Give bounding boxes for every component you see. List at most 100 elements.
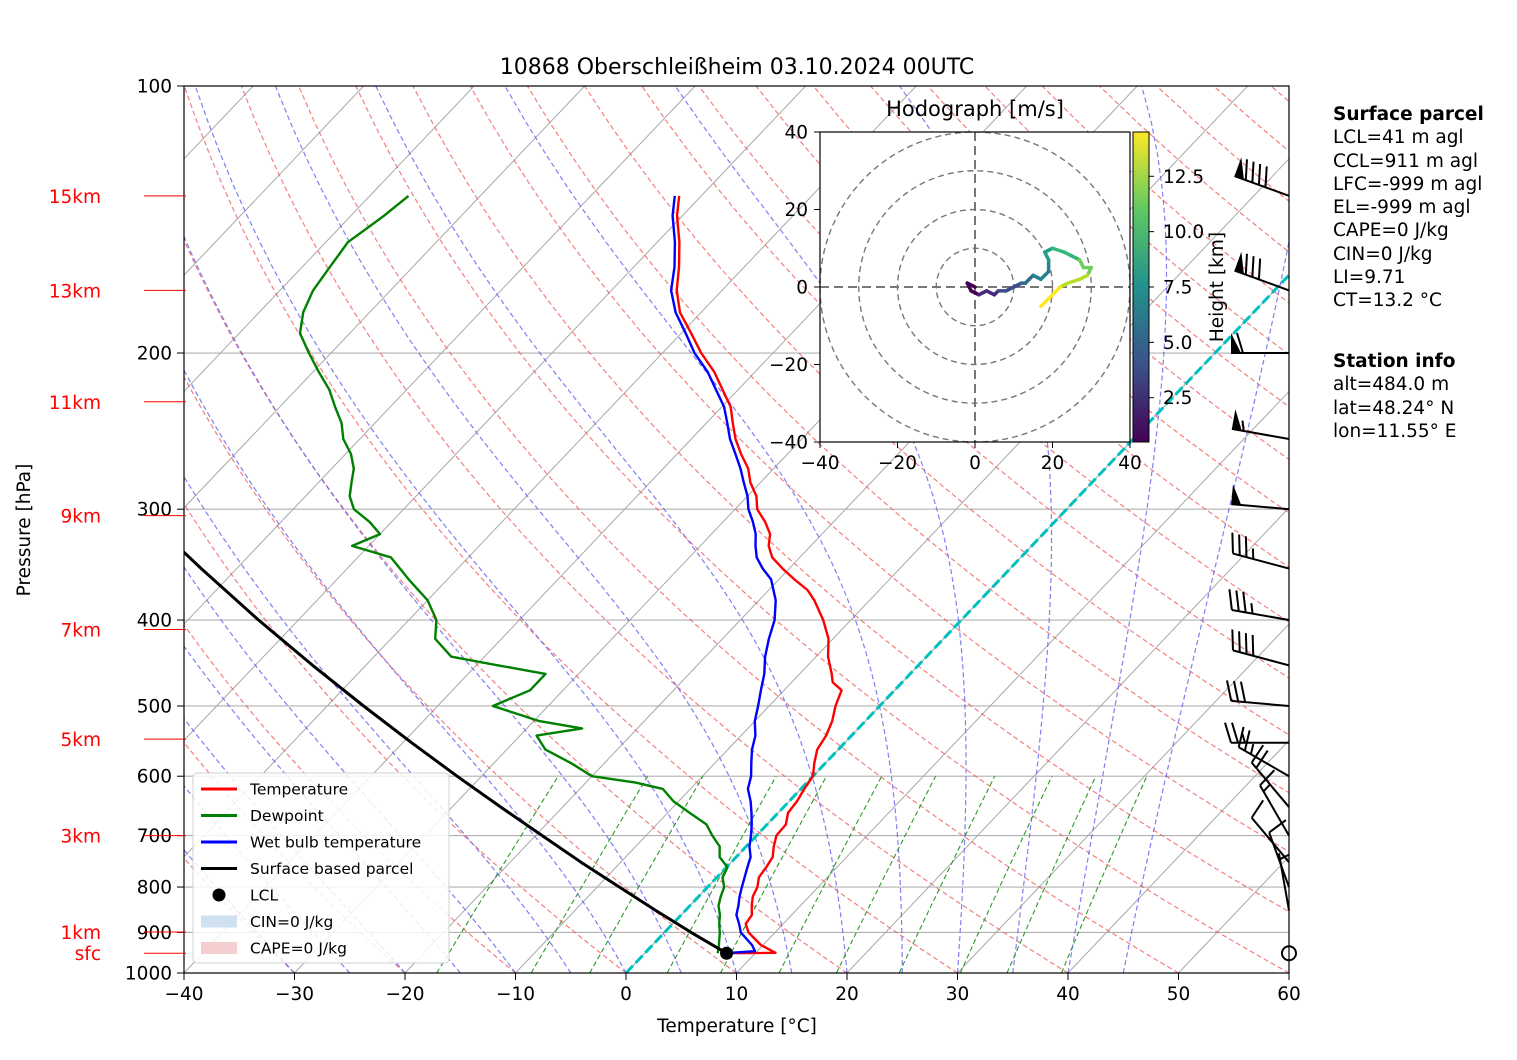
hodograph: Hodograph [m/s] −40−40 −20 −20 0 0 20 20 40 40 2.5… <box>769 97 1228 474</box>
legend-label: CAPE=0 J/kg <box>250 940 347 958</box>
moist-adiabat <box>1122 238 1289 973</box>
dry-adiabat <box>469 86 1289 853</box>
y-tick-label: 300 <box>137 500 172 521</box>
hodograph-x-tick-label: 0 <box>969 453 981 474</box>
surface-parcel-value: CIN=0 J/kg <box>1333 243 1433 265</box>
wind-barb <box>1250 799 1290 863</box>
surface-parcel-value: CT=13.2 °C <box>1333 290 1442 312</box>
surface-parcel-value: CAPE=0 J/kg <box>1333 220 1449 242</box>
hodograph-x-tick-label: 20 <box>1041 453 1065 474</box>
isotherm-line <box>184 86 365 276</box>
mixing-ratio-line <box>436 775 559 973</box>
x-tick-label: 10 <box>725 984 749 1005</box>
wind-barb <box>1231 332 1289 355</box>
hodograph-y-tick-label: −40 <box>769 433 808 454</box>
colorbar-tick-label: 2.5 <box>1163 388 1192 409</box>
legend: Temperature Dewpoint Wet bulb temperature S… <box>192 772 450 964</box>
hodograph-y-tick-label: −20 <box>769 355 808 376</box>
wind-barb <box>1224 722 1289 744</box>
hodograph-segment <box>1039 300 1047 309</box>
y-tick-label: 800 <box>137 878 172 899</box>
y-tick-label: 600 <box>137 767 172 788</box>
station-info-value: lat=48.24° N <box>1333 397 1455 419</box>
series-dewpoint <box>298 194 729 954</box>
dry-adiabat <box>184 623 516 973</box>
surface-parcel-value: LI=9.71 <box>1333 267 1406 289</box>
height-label: 15km <box>49 187 101 208</box>
mixing-ratio-line <box>530 775 649 973</box>
hodograph-y-tick-label: 40 <box>784 123 808 144</box>
dry-adiabat <box>184 86 958 973</box>
station-info-value: lon=11.55° E <box>1333 420 1457 442</box>
colorbar-tick-label: 7.5 <box>1163 278 1192 299</box>
hodograph-title: Hodograph [m/s] <box>886 97 1064 121</box>
surface-parcel-value: EL=-999 m agl <box>1333 197 1471 219</box>
height-label: 9km <box>60 507 101 528</box>
y-tick-label: 500 <box>137 696 172 717</box>
legend-label: Wet bulb temperature <box>250 834 421 852</box>
y-tick-label: 700 <box>137 826 172 847</box>
x-tick-label: 0 <box>620 984 632 1005</box>
surface-parcel-title: Surface parcel <box>1333 104 1484 125</box>
isotherm-line <box>736 390 1289 973</box>
x-tick-label: 20 <box>835 984 859 1005</box>
x-tick-label: 30 <box>946 984 970 1005</box>
colorbar <box>1132 131 1150 443</box>
hodograph-x-tick-label: −20 <box>878 453 917 474</box>
height-label: 7km <box>60 621 101 642</box>
mixing-ratio-line <box>898 775 996 973</box>
zero-isotherm <box>624 272 1289 973</box>
x-tick-label: −10 <box>496 984 535 1005</box>
hodograph-x-tick-label: −40 <box>800 453 839 474</box>
hodograph-segment <box>1050 246 1066 254</box>
y-tick-label: 400 <box>137 611 172 632</box>
dry-adiabat <box>355 86 1289 973</box>
isotherm-line <box>957 623 1289 973</box>
y-tick-label: 900 <box>137 923 172 944</box>
hodograph-segment <box>1039 269 1051 281</box>
moist-adiabat <box>504 86 903 973</box>
height-label: 3km <box>60 827 101 848</box>
hodograph-segment <box>1050 285 1062 297</box>
surface-parcel-panel: Surface parcel LCL=41 m agl CCL=911 m agl… <box>1333 103 1484 313</box>
moist-adiabat <box>194 86 738 973</box>
height-label: 1km <box>60 923 101 944</box>
mixing-ratio-line <box>1060 775 1148 973</box>
surface-parcel-value: CCL=911 m agl <box>1333 150 1478 172</box>
moist-adiabat <box>184 235 682 973</box>
legend-label: Surface based parcel <box>250 860 413 878</box>
x-tick-label: −20 <box>385 984 424 1005</box>
dry-adiabat <box>526 86 1289 794</box>
isotherm-line <box>184 86 475 393</box>
colorbar-tick-label: 10.0 <box>1163 222 1204 243</box>
isotherm-line <box>846 507 1289 973</box>
hodograph-y-tick-label: 0 <box>796 278 808 299</box>
colorbar-tick-label: 12.5 <box>1163 167 1204 188</box>
x-tick-label: 50 <box>1167 984 1191 1005</box>
x-tick-label: 60 <box>1277 984 1301 1005</box>
colorbar-label: Height [km] <box>1207 232 1228 342</box>
dry-adiabat <box>870 86 1289 461</box>
hodograph-segment <box>1066 277 1082 285</box>
surface-parcel-value: LFC=-999 m agl <box>1333 173 1483 195</box>
hodograph-y-tick-label: 20 <box>784 200 808 221</box>
wind-barb <box>1234 157 1290 197</box>
mixing-ratio-line <box>959 775 1053 973</box>
dry-adiabat <box>298 86 1179 973</box>
surface-parcel-value: LCL=41 m agl <box>1333 127 1464 149</box>
station-info-title: Station info <box>1333 351 1456 372</box>
y-tick-label: 100 <box>137 77 172 98</box>
height-label: 11km <box>49 393 101 414</box>
wind-barb <box>1237 726 1290 778</box>
colorbar-tick-label: 5.0 <box>1163 333 1192 354</box>
series-temperature <box>675 195 843 955</box>
series-surface-based-parcel <box>184 550 728 955</box>
mixing-ratio-line <box>589 775 704 973</box>
moist-adiabat <box>184 368 627 973</box>
mixing-ratio-line <box>1006 775 1097 973</box>
height-label: 13km <box>49 281 101 302</box>
isotherm-line <box>184 86 807 742</box>
wind-barb <box>1231 484 1290 511</box>
wind-barb <box>1228 589 1290 622</box>
